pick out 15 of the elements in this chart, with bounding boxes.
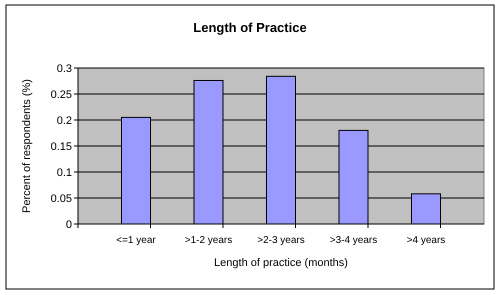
y-tick-label: 0.15 (50, 140, 72, 153)
x-tick-label: >2-3 years (257, 235, 305, 246)
x-tick-label: >3-4 years (330, 235, 378, 246)
y-tick-label: 0.25 (50, 88, 72, 101)
x-tick-label: >4 years (406, 235, 446, 246)
y-tick-label: 0.1 (56, 166, 72, 179)
x-tick-label: >1-2 years (184, 235, 232, 246)
chart-title: Length of Practice (193, 20, 307, 35)
y-tick-label: 0.2 (56, 114, 72, 127)
x-axis-title: Length of practice (months) (214, 257, 348, 269)
y-tick-label: 0.3 (56, 62, 72, 75)
y-tick-label: 0.05 (50, 192, 72, 205)
x-tick-label: <=1 year (116, 235, 156, 246)
y-axis-title: Percent of respondents (%) (21, 79, 33, 213)
y-tick-label: 0 (66, 218, 72, 231)
